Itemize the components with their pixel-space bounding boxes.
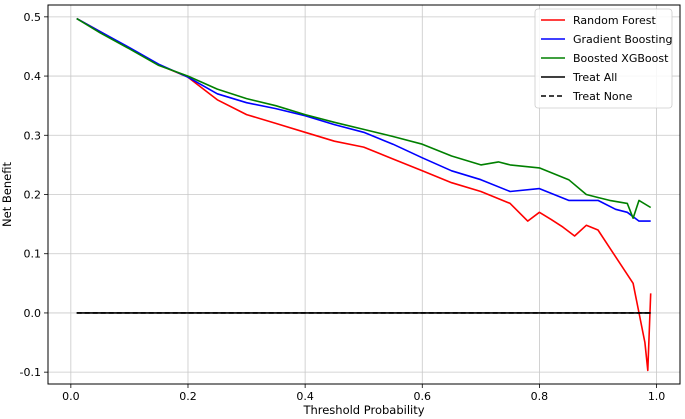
x-tick-label: 0.4 bbox=[296, 390, 314, 403]
series-line-2 bbox=[76, 17, 652, 219]
legend-label: Gradient Boosting bbox=[573, 33, 672, 46]
y-axis-label: Net Benefit bbox=[0, 162, 14, 227]
y-tick-label: 0.1 bbox=[24, 248, 42, 261]
y-ticks: -0.1 0.0 0.1 0.2 0.3 0.4 0.5 bbox=[20, 11, 48, 379]
legend-box bbox=[534, 8, 673, 109]
y-tick-label: -0.1 bbox=[20, 366, 41, 379]
y-tick-label: 0.4 bbox=[24, 70, 42, 83]
x-axis-label: Threshold Probability bbox=[302, 403, 424, 417]
x-tick-label: 1.0 bbox=[648, 390, 666, 403]
series-lines bbox=[76, 17, 652, 372]
legend: Random Forest Gradient Boosting Boosted XG… bbox=[534, 8, 673, 109]
y-tick-label: 0.5 bbox=[24, 11, 42, 24]
legend-label: Boosted XGBoost bbox=[573, 52, 669, 65]
y-tick-label: 0.0 bbox=[24, 307, 42, 320]
legend-label: Treat None bbox=[572, 90, 633, 103]
x-tick-label: 0.8 bbox=[531, 390, 549, 403]
x-ticks: 0.0 0.2 0.4 0.6 0.8 1.0 bbox=[62, 384, 665, 403]
y-tick-label: 0.2 bbox=[24, 189, 42, 202]
x-tick-label: 0.2 bbox=[179, 390, 197, 403]
x-tick-label: 0.6 bbox=[414, 390, 432, 403]
legend-label: Treat All bbox=[572, 71, 617, 84]
y-tick-label: 0.3 bbox=[24, 129, 42, 142]
series-line-0 bbox=[76, 17, 652, 372]
legend-label: Random Forest bbox=[573, 14, 656, 27]
x-tick-label: 0.0 bbox=[62, 390, 80, 403]
